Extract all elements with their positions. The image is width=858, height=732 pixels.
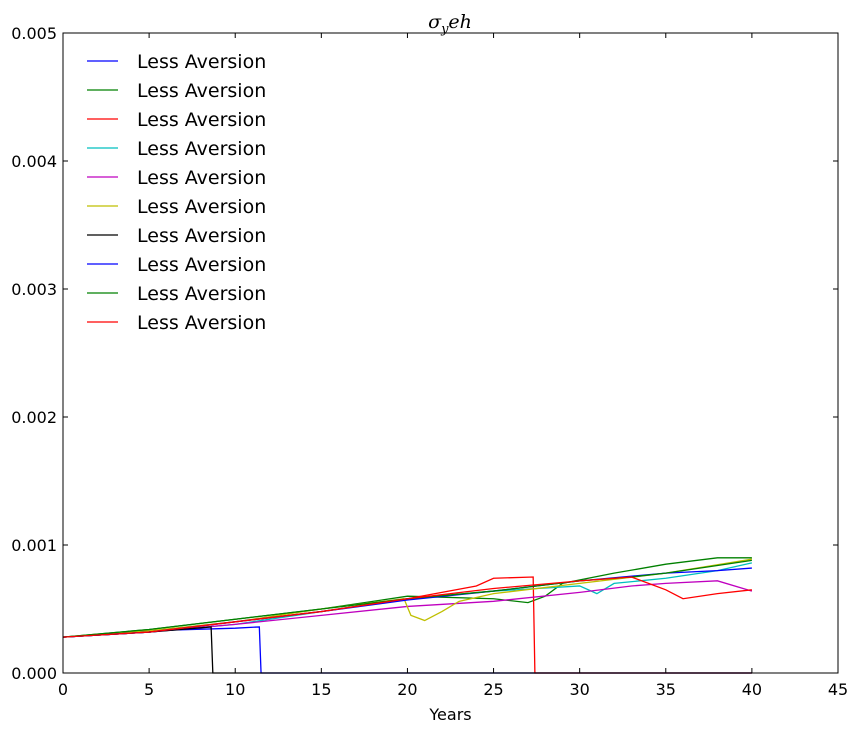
x-tick-label: 30 [569, 680, 589, 699]
x-tick-label: 10 [225, 680, 245, 699]
x-tick-label: 35 [656, 680, 676, 699]
chart-title-subscript: y [440, 22, 449, 37]
legend-item: Less Aversion [87, 80, 266, 102]
x-tick-label: 45 [828, 680, 848, 699]
legend: Less Aversion Less Aversion Less Aversion L… [87, 51, 266, 334]
chart-title-symbol: σ [428, 11, 442, 33]
x-tick-label: 20 [397, 680, 417, 699]
x-tick-label: 40 [742, 680, 762, 699]
legend-item: Less Aversion [87, 283, 266, 305]
x-tick-label: 15 [311, 680, 331, 699]
y-tick-label: 0.001 [11, 536, 57, 555]
legend-item: Less Aversion [87, 254, 266, 276]
legend-item: Less Aversion [87, 167, 266, 189]
y-tick-label: 0.004 [11, 152, 57, 171]
legend-label: Less Aversion [137, 312, 266, 334]
chart-title: σyeh [428, 11, 472, 37]
legend-label: Less Aversion [137, 167, 266, 189]
y-tick-label: 0.005 [11, 24, 57, 43]
legend-item: Less Aversion [87, 225, 266, 247]
legend-label: Less Aversion [137, 225, 266, 247]
x-tick-label: 25 [483, 680, 503, 699]
legend-label: Less Aversion [137, 283, 266, 305]
y-tick-label: 0.000 [11, 664, 57, 683]
legend-item: Less Aversion [87, 109, 266, 131]
legend-label: Less Aversion [137, 80, 266, 102]
legend-item: Less Aversion [87, 51, 266, 73]
series-line-10 [62, 576, 752, 638]
chart-title-rest: eh [448, 11, 471, 33]
legend-label: Less Aversion [137, 196, 266, 218]
legend-label: Less Aversion [137, 51, 266, 73]
plot-frame [62, 32, 839, 674]
x-tick-label: 0 [58, 680, 68, 699]
y-tick-label: 0.002 [11, 408, 57, 427]
y-tick-label: 0.003 [11, 280, 57, 299]
series-line-9 [62, 559, 752, 638]
legend-label: Less Aversion [137, 254, 266, 276]
legend-item: Less Aversion [87, 312, 266, 334]
x-axis-label: Years [428, 705, 471, 724]
x-tick-label: 5 [144, 680, 154, 699]
legend-label: Less Aversion [137, 138, 266, 160]
legend-label: Less Aversion [137, 109, 266, 131]
ticks-layer: 0 5 10 15 20 25 30 35 40 45 0.000 0.001 0.002 0.003 0.… [11, 24, 848, 699]
legend-item: Less Aversion [87, 138, 266, 160]
legend-item: Less Aversion [87, 196, 266, 218]
